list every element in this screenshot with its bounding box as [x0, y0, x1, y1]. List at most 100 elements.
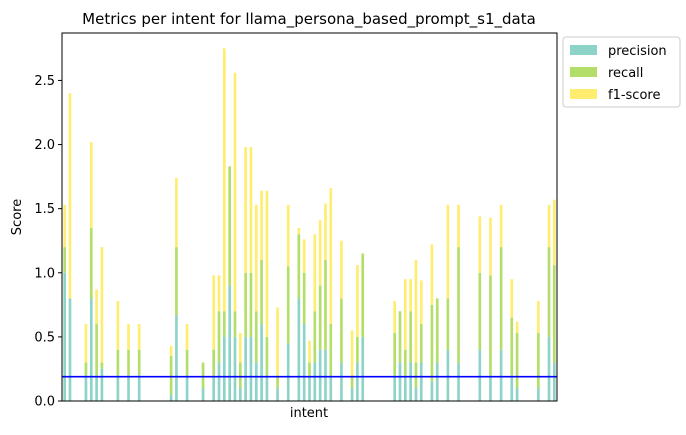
bar-f1-score-92 [553, 199, 556, 266]
bar-f1-score-82 [499, 204, 503, 248]
legend-swatch-f1-score [570, 89, 597, 99]
bar-f1-score-44 [297, 227, 301, 235]
bar-recall-63 [398, 311, 402, 363]
bar-precision-6 [95, 375, 98, 401]
bar-recall-47 [313, 311, 317, 363]
bar-f1-score-84 [510, 279, 514, 318]
y-axis-label: Score [10, 199, 25, 235]
y-tick-label-3: 1.5 [34, 202, 55, 217]
bar-f1-score-32 [233, 72, 237, 312]
bar-f1-score-52 [340, 240, 343, 299]
bar-f1-score-35 [249, 147, 253, 273]
bar-recall-21 [175, 247, 178, 316]
bar-precision-31 [228, 285, 231, 401]
bar-f1-score-30 [223, 48, 226, 312]
bar-precision-54 [350, 388, 354, 401]
bar-recall-35 [249, 272, 253, 337]
bar-f1-score-85 [515, 321, 519, 334]
bar-precision-92 [553, 362, 556, 401]
bar-f1-score-80 [489, 217, 492, 276]
bar-recall-65 [409, 311, 412, 363]
bar-recall-44 [297, 234, 301, 299]
bar-precision-67 [419, 362, 423, 401]
bar-f1-score-4 [84, 324, 88, 363]
bar-precision-35 [249, 336, 253, 401]
bar-f1-score-62 [393, 300, 396, 334]
bar-recall-92 [553, 265, 556, 363]
legend-swatch-precision [570, 45, 597, 55]
bar-precision-14 [137, 375, 141, 401]
legend-swatch-recall [570, 67, 597, 77]
x-axis-label: intent [290, 406, 328, 421]
bar-recall-85 [515, 333, 519, 389]
bar-f1-score-66 [414, 259, 418, 363]
bar-f1-score-40 [276, 307, 279, 376]
bar-precision-80 [489, 375, 492, 401]
y-tick-label-1: 0.5 [34, 330, 55, 345]
bar-precision-10 [116, 375, 120, 401]
bar-recall-52 [340, 298, 343, 363]
bar-f1-score-54 [350, 330, 354, 376]
bar-recall-48 [318, 285, 322, 350]
bar-f1-score-47 [313, 234, 317, 312]
bar-recall-84 [510, 317, 514, 376]
bar-recall-67 [419, 324, 423, 363]
bar-recall-12 [127, 349, 130, 376]
bar-precision-40 [276, 388, 279, 401]
bar-f1-score-45 [302, 239, 306, 273]
bar-recall-7 [100, 362, 104, 369]
bar-f1-score-28 [212, 275, 216, 350]
bar-f1-score-42 [286, 204, 290, 267]
bar-f1-score-38 [265, 190, 269, 337]
y-tick-label-2: 1.0 [34, 266, 55, 281]
bar-precision-28 [212, 375, 216, 401]
bar-precision-23 [185, 375, 189, 401]
bar-precision-26 [201, 388, 205, 401]
plot-frame [61, 32, 558, 402]
bar-precision-55 [356, 362, 359, 401]
bar-precision-29 [217, 362, 221, 401]
bar-f1-score-72 [446, 204, 450, 299]
bar-precision-34 [244, 336, 247, 401]
bar-recall-38 [265, 336, 269, 376]
bar-precision-7 [100, 368, 104, 401]
bar-precision-78 [478, 349, 482, 401]
bar-precision-47 [313, 362, 317, 401]
y-axis: 0.0 0.5 1.0 1.5 2.0 2.5 [34, 74, 62, 410]
bar-recall-89 [537, 333, 540, 389]
bar-precision-45 [302, 324, 306, 401]
bar-recall-23 [185, 349, 189, 376]
bar-precision-62 [393, 375, 396, 401]
bar-recall-64 [403, 349, 407, 376]
bar-recall-72 [446, 298, 450, 350]
bar-recall-62 [393, 333, 396, 376]
bar-recall-69 [430, 304, 434, 382]
bar-precision-52 [340, 362, 343, 401]
bar-recall-31 [228, 166, 231, 286]
bar-f1-score-78 [478, 216, 482, 273]
y-tick-label-5: 2.5 [34, 74, 55, 89]
bar-precision-89 [537, 388, 540, 401]
legend: precision recall f1-score [562, 36, 681, 108]
bar-f1-score-48 [318, 220, 322, 286]
bar-f1-score-21 [175, 177, 178, 248]
bar-f1-score-46 [308, 340, 311, 363]
bar-precision-70 [435, 362, 439, 401]
bar-recall-49 [324, 259, 327, 350]
bar-f1-score-7 [100, 247, 104, 363]
bar-precision-42 [286, 343, 290, 401]
bar-precision-85 [515, 388, 519, 401]
bar-recall-91 [547, 247, 551, 337]
bar-recall-5 [89, 227, 93, 299]
bar-recall-10 [116, 349, 120, 376]
bar-recall-37 [260, 259, 263, 325]
bar-precision-46 [308, 375, 311, 401]
bar-f1-score-91 [547, 204, 551, 248]
bar-recall-20 [169, 356, 173, 395]
bar-precision-37 [260, 324, 263, 401]
bar-recall-30 [223, 311, 226, 337]
bar-recall-0 [63, 247, 66, 273]
bar-recall-55 [356, 336, 359, 363]
bar-f1-score-5 [89, 141, 93, 228]
legend-label-precision: precision [608, 44, 667, 59]
